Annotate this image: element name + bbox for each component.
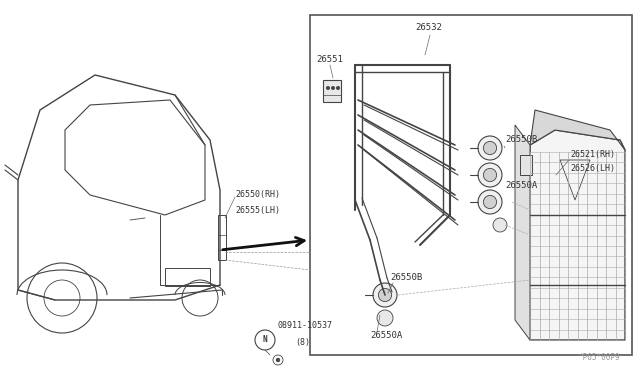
Bar	[218, 215, 226, 260]
Polygon shape	[530, 110, 625, 150]
Circle shape	[373, 283, 397, 307]
Text: 26550B: 26550B	[505, 135, 537, 144]
Circle shape	[478, 190, 502, 214]
Circle shape	[483, 141, 497, 155]
Bar	[310, 15, 632, 355]
Polygon shape	[515, 125, 530, 340]
Circle shape	[331, 86, 335, 90]
Text: 26526(LH): 26526(LH)	[570, 164, 615, 173]
Text: 26550A: 26550A	[505, 180, 537, 189]
Text: 26555(LH): 26555(LH)	[235, 205, 280, 215]
Text: 26532: 26532	[415, 23, 442, 32]
Text: N: N	[262, 336, 268, 344]
Bar	[520, 155, 532, 175]
Circle shape	[326, 86, 330, 90]
Text: 26550A: 26550A	[370, 330, 403, 340]
Text: 08911-10537: 08911-10537	[277, 321, 332, 330]
Circle shape	[478, 136, 502, 160]
Circle shape	[377, 310, 393, 326]
Bar	[165, 268, 210, 286]
Text: (8): (8)	[295, 337, 310, 346]
Circle shape	[276, 358, 280, 362]
Circle shape	[336, 86, 340, 90]
Text: 26521(RH): 26521(RH)	[570, 151, 615, 160]
Bar	[323, 80, 341, 102]
Circle shape	[483, 169, 497, 182]
Text: ^P65*00P9: ^P65*00P9	[579, 353, 620, 362]
Polygon shape	[530, 130, 625, 340]
Text: 26550(RH): 26550(RH)	[235, 190, 280, 199]
Text: 26551: 26551	[316, 55, 343, 64]
Circle shape	[483, 195, 497, 209]
Circle shape	[378, 288, 392, 302]
Text: 26550B: 26550B	[390, 273, 422, 282]
Circle shape	[493, 218, 507, 232]
Circle shape	[478, 163, 502, 187]
